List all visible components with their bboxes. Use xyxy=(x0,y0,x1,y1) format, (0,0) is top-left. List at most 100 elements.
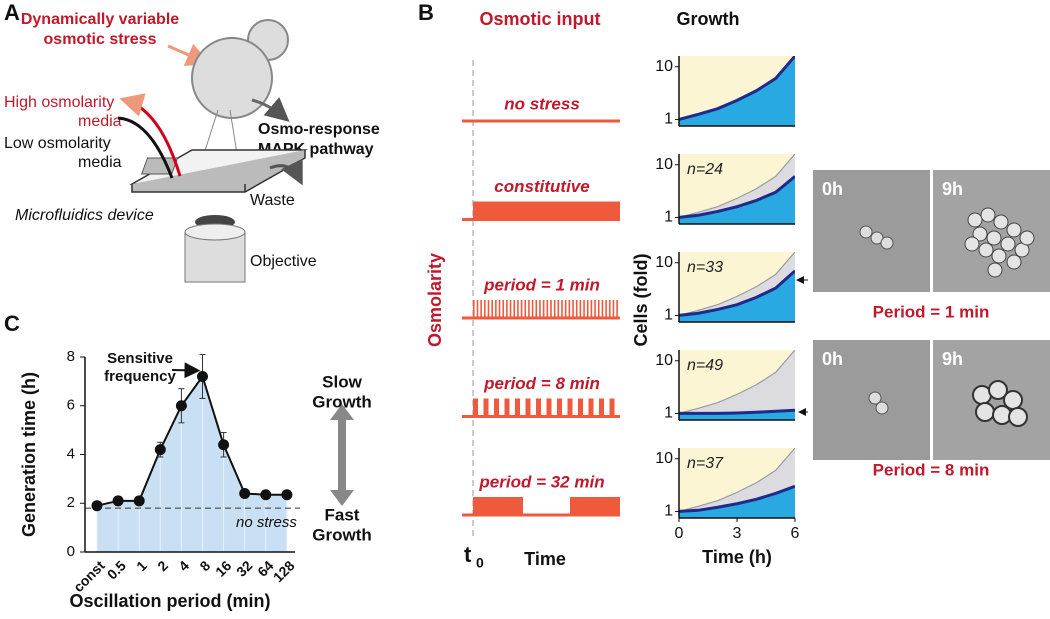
y-tick-label: 8 xyxy=(67,348,75,365)
pulse xyxy=(525,398,531,417)
stress-label: osmotic stress xyxy=(44,31,157,48)
media-label: Low osmolarity xyxy=(4,135,111,152)
t0-sub: 0 xyxy=(476,555,484,571)
data-point xyxy=(197,371,208,382)
panel-a: A Dynamically variable osmotic stress Hi… xyxy=(4,0,380,283)
pulse xyxy=(520,300,523,318)
pulse xyxy=(605,300,607,318)
pulse xyxy=(561,300,563,318)
row-label: period = 8 min xyxy=(483,374,600,393)
growth-line xyxy=(679,252,795,317)
reference-label: no stress xyxy=(236,514,297,531)
panel-label: C xyxy=(4,311,20,336)
growth-line xyxy=(679,269,795,317)
peak-label: Sensitive xyxy=(107,350,173,367)
x-tick-label: 0.5 xyxy=(104,557,129,582)
pulse xyxy=(564,300,567,318)
pulse xyxy=(575,300,578,318)
panel-label: A xyxy=(4,0,20,25)
pulse xyxy=(476,300,479,318)
yeast-cell xyxy=(191,37,273,119)
pulse xyxy=(597,300,600,318)
device-label: Microfluidics device xyxy=(15,207,154,224)
pulse xyxy=(542,300,545,318)
chamber xyxy=(140,157,179,175)
x-tick-label: 1 xyxy=(133,557,150,574)
data-point xyxy=(133,495,145,507)
tube-waste xyxy=(269,158,303,186)
pulse xyxy=(473,497,523,515)
pulse xyxy=(473,201,620,220)
row-label: period = 1 min xyxy=(483,275,600,294)
panel-b: B Osmotic input Growth Osmolarity t 0 Ti… xyxy=(418,0,1050,571)
y-tick-label: 4 xyxy=(67,445,75,462)
growth-label: Growth xyxy=(312,392,372,411)
pathway-label: Osmo-response xyxy=(258,121,380,138)
pulse xyxy=(539,300,541,318)
pulse xyxy=(484,300,486,318)
growth-line xyxy=(679,154,795,219)
x-tick-label: 4 xyxy=(175,557,192,574)
pulse xyxy=(504,398,510,417)
objective-label: Objective xyxy=(250,253,317,270)
pulse xyxy=(583,300,585,318)
pulse xyxy=(546,300,549,318)
data-point xyxy=(91,500,103,512)
pulse xyxy=(473,300,475,318)
pulse xyxy=(498,300,501,318)
device-edge xyxy=(131,150,306,193)
growth-title: Growth xyxy=(677,9,740,29)
pulse xyxy=(608,300,611,318)
y-axis-label: Generation time (h) xyxy=(19,372,39,537)
pulse xyxy=(594,300,596,318)
data-point xyxy=(154,444,166,456)
pulse xyxy=(509,300,512,318)
growth-area xyxy=(679,350,795,420)
n-label: n=24 xyxy=(687,161,723,178)
y-tick-label: 1 xyxy=(664,503,673,520)
x-axis-label: Oscillation period (min) xyxy=(69,591,270,611)
n-label: n=33 xyxy=(687,259,723,276)
pulse xyxy=(494,398,499,417)
pulse xyxy=(502,300,504,318)
peak-label: frequency xyxy=(104,368,176,385)
data-point xyxy=(239,488,251,499)
pulse xyxy=(572,300,574,318)
stress-label: Dynamically variable xyxy=(21,11,179,28)
time-stamp: 0h xyxy=(822,349,843,369)
arrow xyxy=(251,97,290,122)
data-line xyxy=(96,374,287,507)
data-point xyxy=(260,489,272,501)
growth-area xyxy=(679,270,795,322)
time-label: Time xyxy=(524,549,566,569)
growth-line xyxy=(679,484,795,513)
pulse xyxy=(483,398,489,417)
y-tick-label: 10 xyxy=(655,450,673,467)
time-stamp: 9h xyxy=(942,179,963,199)
pulse xyxy=(579,300,582,318)
y-tick-label: 0 xyxy=(67,543,75,560)
y-tick-label: 1 xyxy=(664,405,673,422)
x-tick-label: 128 xyxy=(270,557,298,585)
x-tick-label: 3 xyxy=(733,525,742,542)
growth-y-label: Cells (fold) xyxy=(631,253,651,346)
media-label: media xyxy=(78,154,122,171)
row-label: period = 32 min xyxy=(478,472,604,491)
pulse xyxy=(568,300,571,318)
y-tick-label: 10 xyxy=(655,58,673,75)
x-tick-label: 6 xyxy=(791,525,800,542)
data-point xyxy=(112,495,124,507)
pulse xyxy=(586,300,589,318)
pulse xyxy=(495,300,497,318)
pulse xyxy=(473,398,478,417)
waste-label: Waste xyxy=(250,192,295,209)
pulse xyxy=(546,398,552,417)
objective-top xyxy=(184,223,246,241)
pulse xyxy=(506,300,508,318)
pulse xyxy=(531,300,534,318)
input-title: Osmotic input xyxy=(480,9,601,29)
pulse xyxy=(612,300,615,318)
growth-line xyxy=(679,408,795,415)
x-tick-label: const xyxy=(70,557,108,595)
